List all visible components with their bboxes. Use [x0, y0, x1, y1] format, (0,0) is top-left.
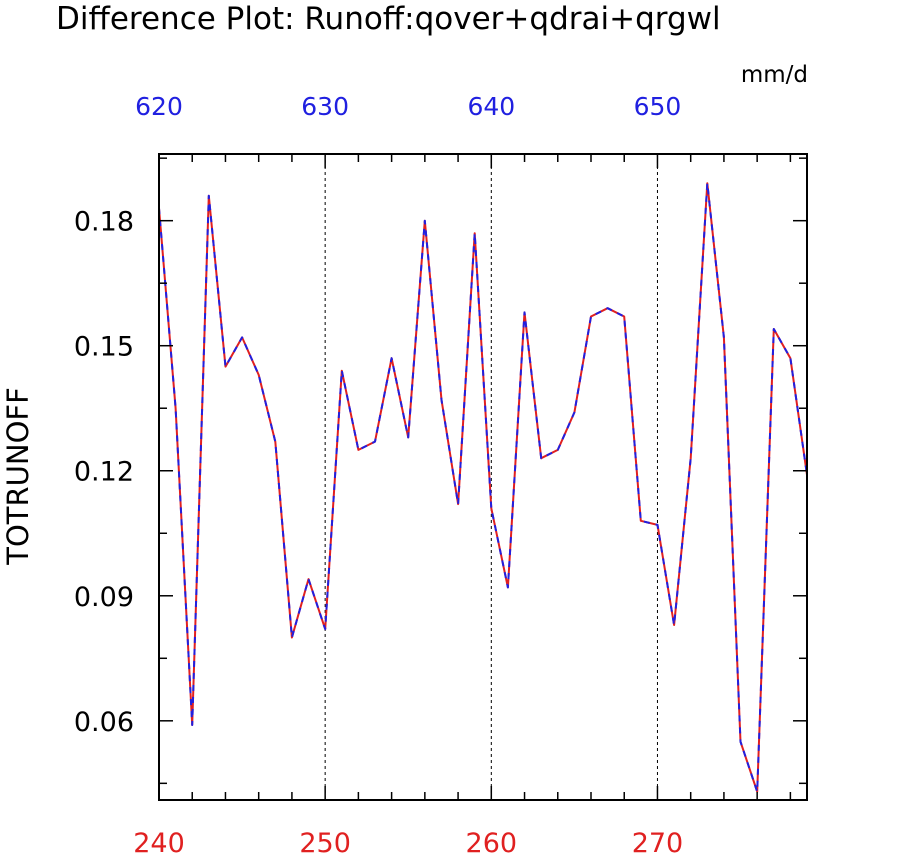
x-tick-label-bottom: 240 — [133, 828, 185, 859]
x-tick-label-top: 620 — [135, 92, 183, 121]
x-tick-label-bottom: 260 — [466, 828, 518, 859]
y-tick-label: 0.12 — [74, 457, 134, 488]
vertical-gridlines — [324, 154, 658, 800]
x-tick-label-top: 640 — [467, 92, 515, 121]
series-line — [158, 182, 808, 793]
x-tick-label-bottom: 270 — [632, 828, 684, 859]
axis-ticks — [158, 154, 807, 800]
x-tick-label-top: 630 — [301, 92, 349, 121]
chart-title: Difference Plot: Runoff:qover+qdrai+qrgw… — [56, 1, 721, 37]
plot-frame — [158, 153, 808, 801]
y-tick-label: 0.09 — [74, 582, 134, 613]
y-tick-label: 0.15 — [74, 332, 134, 363]
x-tick-label-top: 650 — [634, 92, 682, 121]
y-axis-label: TOTRUNOFF — [1, 387, 35, 566]
units-label: mm/d — [741, 62, 808, 88]
x-tick-label-bottom: 250 — [299, 828, 351, 859]
series-lines — [158, 182, 808, 793]
series-line — [158, 182, 808, 793]
y-tick-label: 0.18 — [74, 207, 134, 238]
y-tick-label: 0.06 — [74, 707, 134, 738]
tick-labels: 240 250 260 270 620 630 640 650 0.06 0.09 0.12 0.15… — [74, 92, 683, 859]
